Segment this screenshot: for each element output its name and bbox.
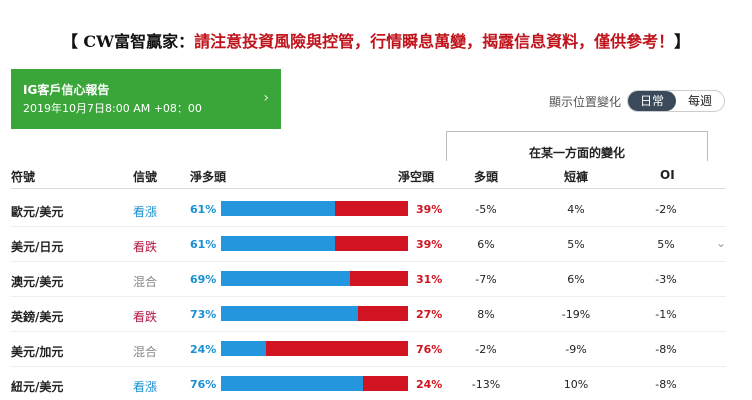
column-header-long: 多頭 (474, 170, 499, 184)
toggle-label: 顯示位置變化 (549, 94, 622, 109)
table-row[interactable]: 紐元/美元 看漲 76% 24% -13% 10% -8% (0, 367, 752, 400)
change-group-title: 在某一方面的變化 (528, 146, 625, 160)
row-change-short: 6% (567, 273, 585, 286)
row-divider (11, 261, 726, 262)
report-datetime: 2019年10月7日8:00 AM +08：00 (23, 102, 202, 115)
row-net-short-pct: 24% (416, 378, 443, 391)
row-net-long-pct: 24% (190, 343, 217, 356)
table-row[interactable]: 美元/日元 看跌 61% 39% 6% 5% 5% ⌄ (0, 227, 752, 262)
sentiment-bar (221, 271, 408, 286)
row-change-short: 5% (567, 238, 585, 251)
row-symbol: 美元/日元 (11, 240, 64, 254)
row-net-long-pct: 61% (190, 238, 217, 251)
sentiment-bar (221, 236, 408, 251)
row-symbol: 歐元/美元 (11, 205, 64, 219)
row-symbol: 紐元/美元 (11, 380, 64, 394)
row-symbol: 美元/加元 (11, 345, 64, 359)
row-change-short: 10% (563, 378, 589, 391)
row-signal: 看漲 (133, 205, 158, 219)
column-header-short: 短褲 (564, 170, 589, 184)
disclaimer-banner: 【 CW富智贏家：請注意投資風險與控管，行情瞬息萬變，揭露信息資料，僅供參考！】 (0, 28, 752, 52)
net-long-fill (221, 341, 266, 356)
row-net-short-pct: 39% (416, 203, 443, 216)
banner-warning: 請注意投資風險與控管，行情瞬息萬變，揭露信息資料，僅供參考！ (194, 32, 675, 51)
table-row[interactable]: 英鎊/美元 看跌 73% 27% 8% -19% -1% (0, 297, 752, 332)
row-signal: 混合 (133, 345, 158, 359)
row-divider (11, 366, 726, 367)
chevron-right-icon: › (263, 90, 269, 106)
table-row[interactable]: 澳元/美元 混合 69% 31% -7% 6% -3% (0, 262, 752, 297)
net-long-fill (221, 271, 351, 286)
row-change-long: -2% (475, 343, 497, 356)
net-long-fill (221, 236, 336, 251)
sentiment-bar (221, 306, 408, 321)
row-change-oi: -1% (655, 308, 677, 321)
row-change-oi: 5% (657, 238, 675, 251)
column-header-oi: OI (660, 168, 675, 182)
net-long-fill (221, 376, 364, 391)
row-change-long: -13% (471, 378, 501, 391)
row-symbol: 澳元/美元 (11, 275, 64, 289)
column-header-net-long: 淨多頭 (190, 170, 227, 184)
row-change-short: -9% (565, 343, 587, 356)
column-header-net-short: 淨空頭 (398, 170, 435, 184)
row-divider (11, 296, 726, 297)
row-change-short: 4% (567, 203, 585, 216)
sentiment-bar (221, 201, 408, 216)
row-net-long-pct: 69% (190, 273, 217, 286)
row-divider (11, 226, 726, 227)
row-divider (11, 331, 726, 332)
banner-prefix: 【 CW富智贏家： (61, 32, 195, 51)
row-change-long: -5% (475, 203, 497, 216)
row-signal: 看跌 (133, 240, 158, 254)
row-change-oi: -8% (655, 378, 677, 391)
report-title: IG客戶信心報告 (23, 83, 110, 97)
table-row[interactable]: 美元/加元 混合 24% 76% -2% -9% -8% (0, 332, 752, 367)
client-sentiment-report-card[interactable]: IG客戶信心報告 2019年10月7日8:00 AM +08：00 › (11, 69, 281, 129)
row-symbol: 英鎊/美元 (11, 310, 64, 324)
row-change-long: 8% (477, 308, 495, 321)
change-group-header: 在某一方面的變化 (446, 131, 708, 161)
net-long-fill (221, 306, 358, 321)
row-net-long-pct: 73% (190, 308, 217, 321)
column-header-symbol: 符號 (11, 170, 36, 184)
header-divider (11, 188, 726, 189)
row-net-short-pct: 27% (416, 308, 443, 321)
row-change-oi: -2% (655, 203, 677, 216)
sentiment-bar (221, 341, 408, 356)
daily-weekly-switch: 日常 每週 (627, 90, 726, 112)
chevron-down-icon[interactable]: ⌄ (716, 236, 727, 250)
table-row[interactable]: 歐元/美元 看漲 61% 39% -5% 4% -2% (0, 192, 752, 227)
row-net-long-pct: 76% (190, 378, 217, 391)
column-header-signal: 信號 (133, 170, 158, 184)
net-long-fill (221, 201, 336, 216)
row-change-long: 6% (477, 238, 495, 251)
row-signal: 看跌 (133, 310, 158, 324)
row-change-oi: -3% (655, 273, 677, 286)
row-net-short-pct: 76% (416, 343, 443, 356)
toggle-option-weekly[interactable]: 每週 (688, 94, 713, 108)
row-change-short: -19% (561, 308, 591, 321)
position-change-toggle: 顯示位置變化 日常 每週 (549, 90, 726, 112)
row-net-short-pct: 31% (416, 273, 443, 286)
banner-suffix: 】 (674, 32, 691, 51)
sentiment-bar (221, 376, 408, 391)
row-change-long: -7% (475, 273, 497, 286)
row-net-long-pct: 61% (190, 203, 217, 216)
row-net-short-pct: 39% (416, 238, 443, 251)
row-signal: 看漲 (133, 380, 158, 394)
row-change-oi: -8% (655, 343, 677, 356)
toggle-option-daily[interactable]: 日常 (628, 91, 677, 111)
row-signal: 混合 (133, 275, 158, 289)
